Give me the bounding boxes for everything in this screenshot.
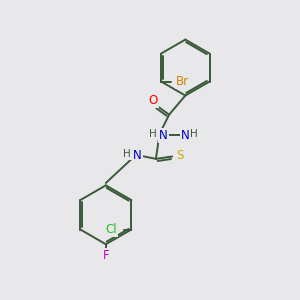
Text: N: N <box>133 149 142 162</box>
Text: H: H <box>149 129 157 139</box>
Text: N: N <box>181 129 190 142</box>
Text: F: F <box>103 249 109 262</box>
Text: H: H <box>190 129 198 139</box>
Text: O: O <box>148 94 158 107</box>
Text: S: S <box>176 149 184 162</box>
Text: Br: Br <box>176 75 189 88</box>
Text: Cl: Cl <box>106 223 118 236</box>
Text: N: N <box>159 129 168 142</box>
Text: H: H <box>123 149 131 159</box>
